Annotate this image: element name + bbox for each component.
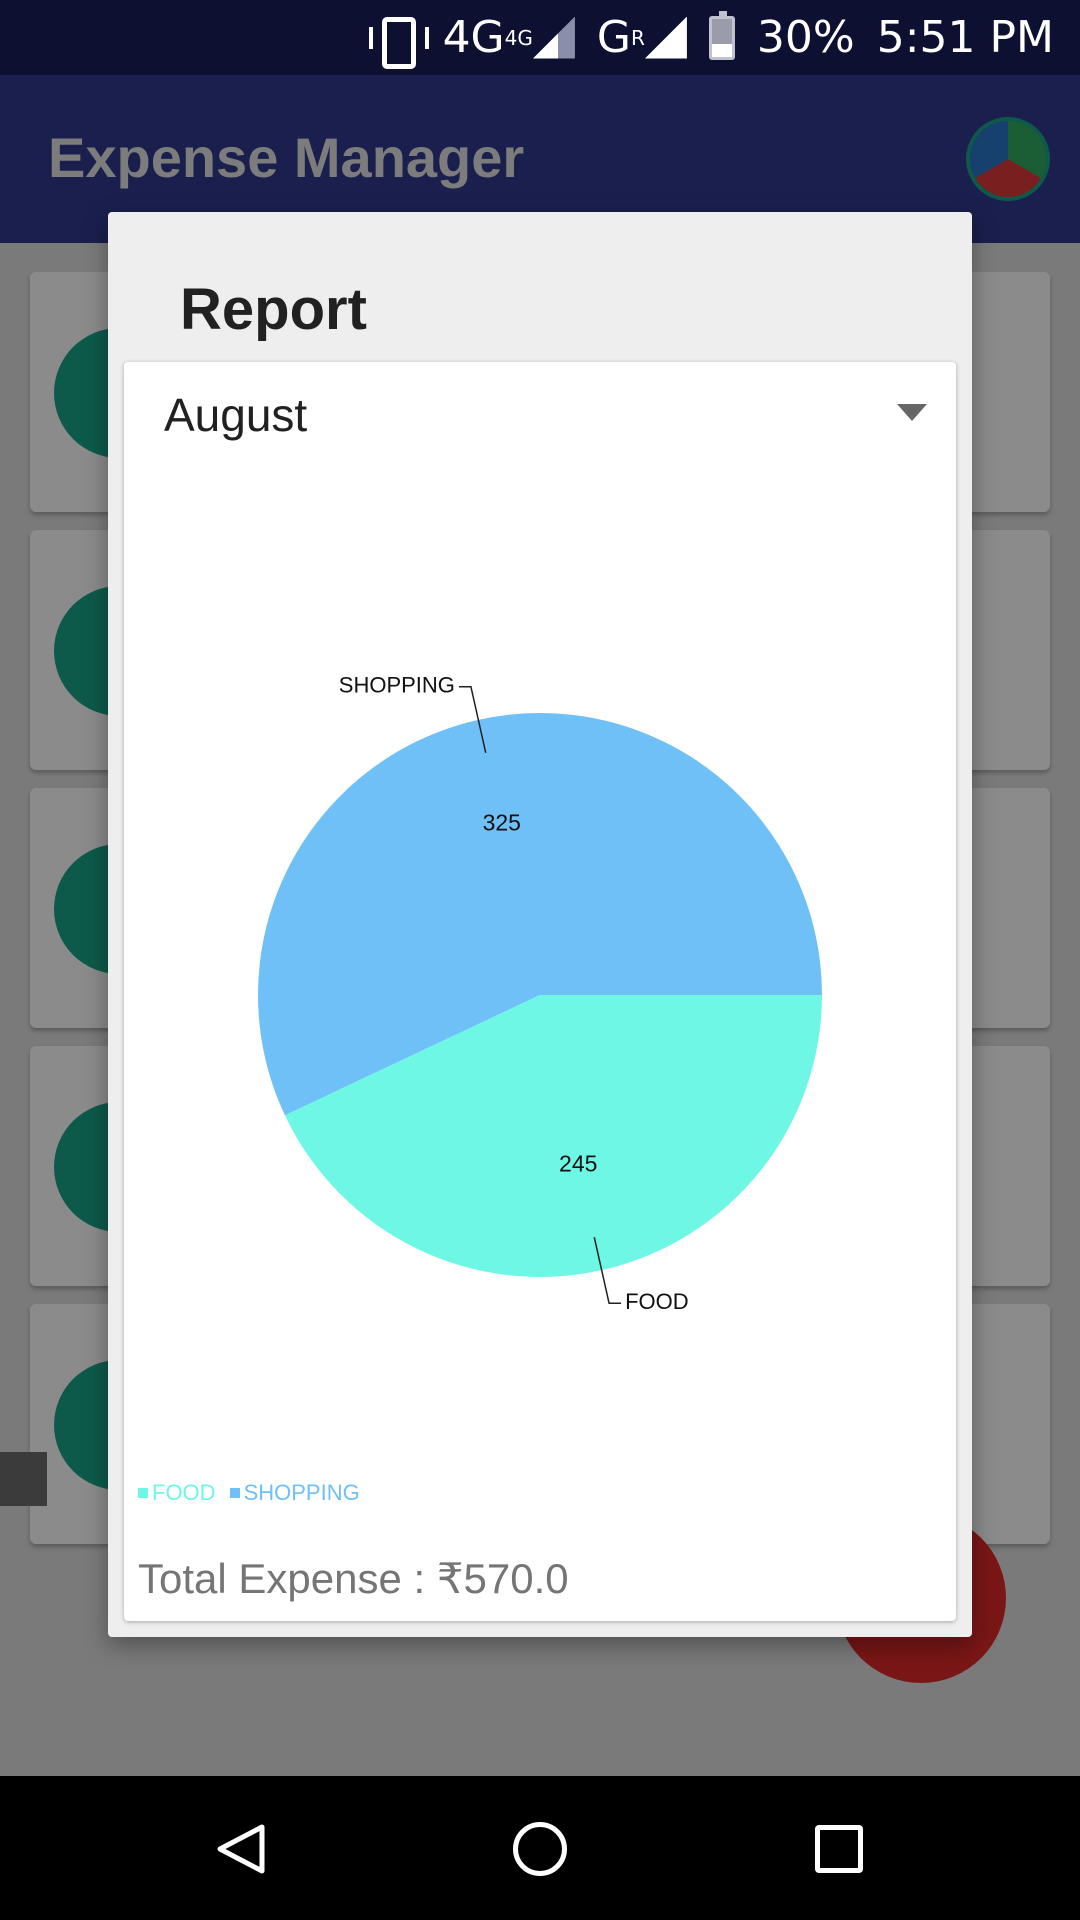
- pie-value-label: 325: [483, 809, 521, 835]
- pie-slice-food[interactable]: [284, 995, 822, 1277]
- pie-leader-line: [458, 686, 487, 754]
- pie-slice-shopping[interactable]: [257, 713, 822, 1116]
- app-logo-icon: [966, 117, 1050, 201]
- recent-apps-icon[interactable]: [815, 1825, 863, 1873]
- back-icon[interactable]: [214, 1823, 266, 1875]
- network-indicator-2: G R: [597, 12, 687, 63]
- legend-label: FOOD: [152, 1480, 216, 1505]
- vibrate-icon: [367, 16, 429, 69]
- pie-value-label: 245: [559, 1151, 597, 1177]
- side-tab: [0, 1452, 47, 1506]
- total-expense: Total Expense : ₹570.0: [138, 1555, 569, 1602]
- network-type: 4G: [442, 12, 505, 63]
- network-indicator-1: 4G 4G: [443, 12, 575, 63]
- dialog-title: Report: [180, 277, 367, 342]
- pie-category-label: SHOPPING: [339, 673, 455, 698]
- legend-label: SHOPPING: [243, 1480, 360, 1505]
- battery-percent: 30%: [756, 12, 855, 63]
- navigation-bar: [0, 1776, 1080, 1920]
- battery-icon: [708, 10, 735, 60]
- status-bar: 4G 4G G R 30% 5:51 PM: [0, 0, 1080, 75]
- month-dropdown[interactable]: August: [124, 362, 956, 472]
- report-dialog: Report August 325 SHOPPING 245 FOOD FOOD SH…: [108, 212, 972, 1637]
- clock: 5:51 PM: [876, 12, 1054, 63]
- legend-swatch: [229, 1488, 240, 1498]
- signal-icon: [533, 17, 575, 59]
- legend-item-shopping: SHOPPING: [229, 1480, 360, 1506]
- report-card: August 325 SHOPPING 245 FOOD FOOD SHOPPING …: [124, 362, 956, 1621]
- signal-icon-2: [645, 17, 687, 59]
- app-title: Expense Manager: [48, 126, 525, 189]
- chart-legend: FOOD SHOPPING: [138, 1480, 374, 1506]
- network-type-2: G: [596, 12, 631, 63]
- pie-leader-line: [593, 1236, 622, 1304]
- roaming-sup: R: [631, 25, 645, 50]
- network-type-sup: 4G: [504, 25, 533, 50]
- pie-category-label: FOOD: [625, 1289, 689, 1314]
- pie-chart[interactable]: 325 SHOPPING 245 FOOD: [124, 662, 956, 1382]
- legend-swatch: [138, 1488, 148, 1498]
- home-icon[interactable]: [513, 1822, 567, 1876]
- month-value: August: [164, 389, 308, 441]
- dropdown-arrow-icon: [897, 404, 927, 421]
- legend-item-food: FOOD: [138, 1480, 216, 1506]
